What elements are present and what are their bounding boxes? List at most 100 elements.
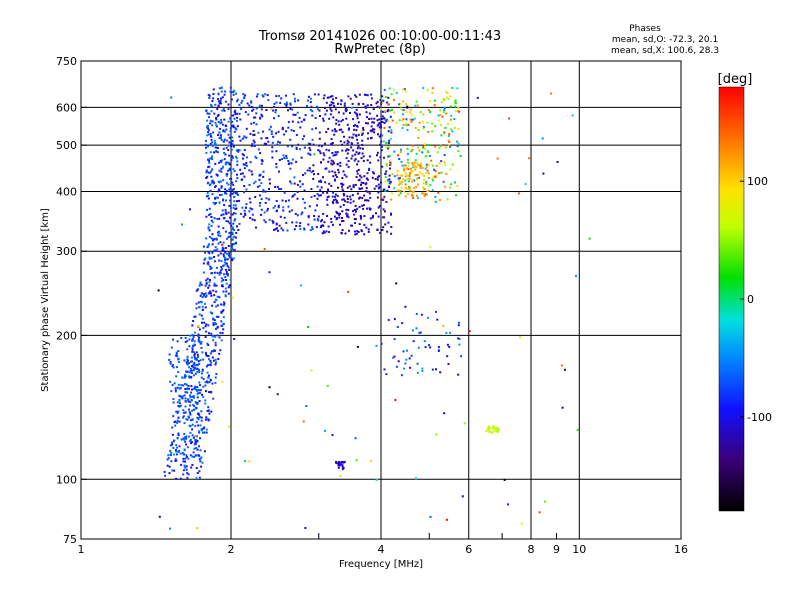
data-point [342, 198, 345, 201]
data-point [403, 88, 406, 91]
data-point [588, 237, 591, 240]
data-point [236, 160, 239, 163]
data-point [398, 119, 401, 122]
data-point [347, 290, 350, 293]
data-point [208, 223, 211, 226]
data-point [199, 457, 202, 460]
data-point [371, 216, 374, 219]
data-point [182, 384, 185, 387]
data-point [400, 186, 403, 189]
data-point [245, 188, 248, 191]
data-point [208, 157, 211, 160]
data-point [213, 271, 216, 274]
data-point [241, 138, 244, 140]
data-point [255, 112, 258, 115]
data-point [208, 229, 211, 232]
data-point [205, 177, 208, 179]
data-point [206, 112, 209, 115]
data-point [264, 201, 267, 204]
data-point [169, 444, 172, 447]
data-point [208, 161, 211, 164]
data-point [453, 100, 456, 103]
data-point [240, 101, 243, 104]
data-point [228, 284, 231, 287]
data-point [439, 123, 442, 126]
data-point [190, 372, 193, 374]
data-point [315, 127, 317, 130]
data-point [212, 239, 214, 242]
data-point [295, 146, 298, 149]
data-point [402, 169, 405, 172]
x-tick-label: 2 [228, 543, 235, 556]
data-point [200, 347, 203, 349]
data-point [486, 427, 489, 430]
data-point [375, 185, 378, 188]
data-point [400, 374, 403, 377]
data-point [468, 330, 471, 333]
data-point [208, 281, 211, 284]
data-point [301, 183, 304, 186]
data-point [210, 257, 213, 260]
data-point [207, 244, 210, 247]
data-point [424, 147, 427, 150]
data-point [416, 177, 419, 180]
data-point [352, 125, 355, 127]
data-point [279, 101, 282, 104]
data-point [411, 162, 414, 165]
data-point [386, 110, 389, 113]
data-point [393, 318, 396, 321]
data-point [372, 171, 375, 174]
data-point [265, 143, 268, 145]
data-point [214, 322, 216, 325]
data-point [218, 296, 221, 299]
data-point [365, 226, 368, 229]
data-point [274, 205, 276, 208]
data-point [322, 119, 325, 122]
data-point [318, 115, 321, 117]
data-point [208, 129, 211, 132]
data-point [212, 323, 215, 326]
data-point [211, 100, 214, 103]
data-point [298, 116, 301, 119]
data-point [335, 199, 338, 202]
data-point [383, 117, 386, 120]
data-point [389, 181, 392, 184]
data-point [209, 279, 211, 281]
data-point [349, 97, 352, 100]
data-point [235, 236, 237, 239]
data-point [218, 189, 221, 192]
data-point [218, 259, 221, 262]
data-point [225, 290, 228, 293]
data-point [197, 360, 200, 363]
data-point [231, 238, 234, 241]
data-point [199, 384, 201, 387]
data-point [193, 351, 196, 354]
data-point [347, 128, 350, 131]
data-point [200, 321, 203, 324]
data-point [319, 189, 322, 192]
data-point [316, 204, 318, 207]
data-point [235, 191, 238, 194]
data-point [202, 245, 205, 248]
data-point [434, 200, 437, 203]
data-point [172, 366, 175, 369]
data-point [369, 129, 372, 132]
data-point [360, 230, 363, 233]
data-point [354, 204, 357, 207]
data-point [230, 257, 233, 260]
data-point [375, 102, 378, 105]
data-point [404, 362, 407, 365]
data-point [172, 446, 175, 449]
data-point [359, 215, 362, 217]
data-point [186, 472, 189, 475]
data-point [198, 363, 201, 365]
data-point [334, 195, 336, 198]
data-point [341, 217, 344, 219]
data-point [168, 358, 171, 361]
data-point [222, 323, 225, 325]
data-point [225, 161, 228, 164]
data-point [235, 180, 238, 183]
data-point [260, 159, 263, 162]
data-point [425, 163, 428, 166]
data-point [422, 126, 425, 128]
